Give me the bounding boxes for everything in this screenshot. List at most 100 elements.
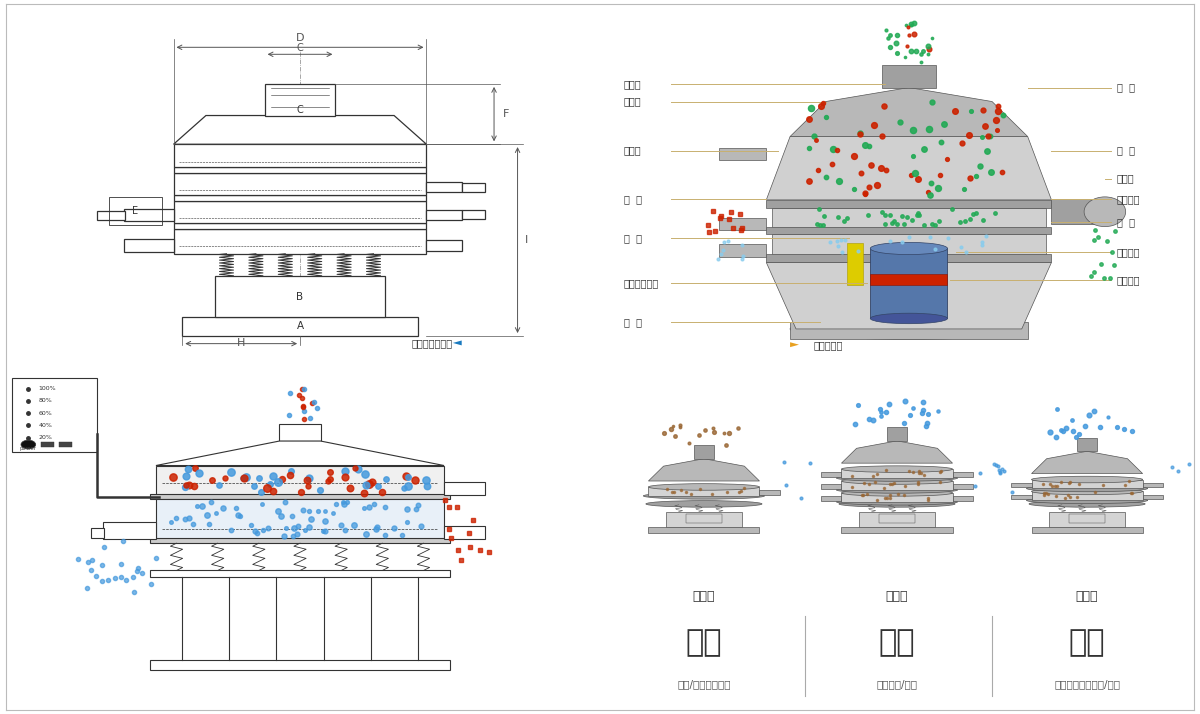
Bar — [1032, 491, 1142, 501]
Bar — [870, 248, 948, 318]
Bar — [103, 522, 156, 539]
Text: 单层式: 单层式 — [692, 590, 715, 603]
Bar — [773, 234, 1045, 253]
Ellipse shape — [643, 493, 764, 499]
Text: 过滤: 过滤 — [878, 628, 916, 657]
Bar — [174, 223, 426, 229]
Bar — [760, 491, 780, 495]
Text: I: I — [526, 235, 528, 245]
Text: power: power — [20, 446, 37, 451]
Ellipse shape — [1084, 197, 1126, 226]
Bar — [156, 500, 444, 539]
Bar — [182, 317, 418, 336]
Ellipse shape — [1026, 497, 1147, 503]
Polygon shape — [1032, 451, 1142, 473]
Text: 筛  盘: 筛 盘 — [1117, 217, 1135, 227]
Bar — [882, 65, 936, 88]
Text: B: B — [296, 292, 304, 302]
Bar — [773, 208, 1045, 227]
Bar — [444, 482, 485, 496]
Bar — [150, 570, 450, 578]
Text: 分级: 分级 — [685, 628, 722, 657]
Polygon shape — [174, 116, 426, 144]
Text: 下部重锤: 下部重锤 — [1117, 275, 1140, 285]
Bar — [215, 276, 385, 317]
Text: 网  架: 网 架 — [1117, 146, 1135, 156]
Bar — [686, 514, 721, 523]
Polygon shape — [648, 458, 760, 481]
Text: 结构示意图: 结构示意图 — [814, 340, 844, 350]
Ellipse shape — [841, 478, 953, 484]
Bar — [666, 512, 742, 526]
Bar — [280, 424, 320, 441]
Text: 出料口: 出料口 — [624, 146, 641, 156]
Text: 上部重锤: 上部重锤 — [1117, 194, 1140, 204]
Bar — [444, 526, 485, 539]
Bar — [1032, 526, 1142, 533]
Ellipse shape — [870, 313, 948, 323]
Bar — [174, 174, 426, 195]
Bar — [953, 473, 973, 477]
Bar — [719, 218, 767, 231]
Ellipse shape — [870, 242, 948, 255]
Bar — [59, 443, 72, 448]
Bar — [841, 493, 953, 502]
Text: C: C — [296, 43, 304, 53]
Text: A: A — [296, 321, 304, 331]
Polygon shape — [156, 441, 444, 466]
Polygon shape — [452, 341, 462, 346]
Bar — [821, 484, 841, 489]
Text: C: C — [296, 105, 304, 115]
Bar — [1051, 199, 1105, 224]
Text: E: E — [132, 206, 138, 216]
Ellipse shape — [841, 490, 953, 496]
Text: 弹  簧: 弹 簧 — [624, 233, 642, 243]
Bar — [426, 182, 462, 193]
Text: 运输固定联栓: 运输固定联栓 — [624, 278, 659, 288]
Bar — [821, 473, 841, 477]
Bar — [790, 322, 1027, 339]
Bar — [1049, 512, 1124, 526]
Ellipse shape — [1032, 488, 1142, 495]
Bar — [109, 197, 162, 225]
Bar — [462, 211, 485, 219]
Bar — [841, 481, 953, 490]
Text: 80%: 80% — [38, 398, 52, 403]
Ellipse shape — [836, 498, 958, 505]
Polygon shape — [767, 263, 1051, 329]
Bar — [648, 487, 760, 496]
Bar — [124, 238, 174, 252]
Bar — [953, 496, 973, 501]
Text: 去除液体中的颗粒/异物: 去除液体中的颗粒/异物 — [1054, 679, 1120, 689]
Bar — [124, 209, 174, 221]
Ellipse shape — [646, 501, 762, 507]
Bar — [1012, 483, 1032, 487]
Bar — [265, 84, 335, 116]
Text: 去除异物/结块: 去除异物/结块 — [876, 679, 918, 689]
Bar — [767, 227, 1051, 234]
Text: 100%: 100% — [38, 386, 56, 391]
Bar — [1069, 514, 1105, 523]
Bar — [767, 253, 1051, 263]
Bar — [174, 229, 426, 253]
Text: 振动电机: 振动电机 — [1117, 247, 1140, 257]
Bar — [150, 538, 450, 543]
Ellipse shape — [839, 501, 955, 507]
Bar — [150, 660, 450, 670]
Bar — [426, 240, 462, 251]
Bar — [462, 183, 485, 192]
Bar — [156, 466, 444, 496]
Bar — [719, 148, 767, 161]
Bar — [719, 244, 767, 256]
Text: D: D — [295, 33, 305, 43]
Bar — [91, 528, 104, 538]
Bar — [1032, 480, 1142, 488]
Text: 机  座: 机 座 — [624, 317, 642, 327]
Polygon shape — [790, 88, 1027, 136]
Bar — [767, 200, 1051, 208]
Text: 双层式: 双层式 — [1076, 590, 1098, 603]
Bar — [887, 428, 907, 441]
Ellipse shape — [1026, 486, 1147, 492]
Bar — [150, 494, 450, 500]
Polygon shape — [841, 441, 953, 463]
